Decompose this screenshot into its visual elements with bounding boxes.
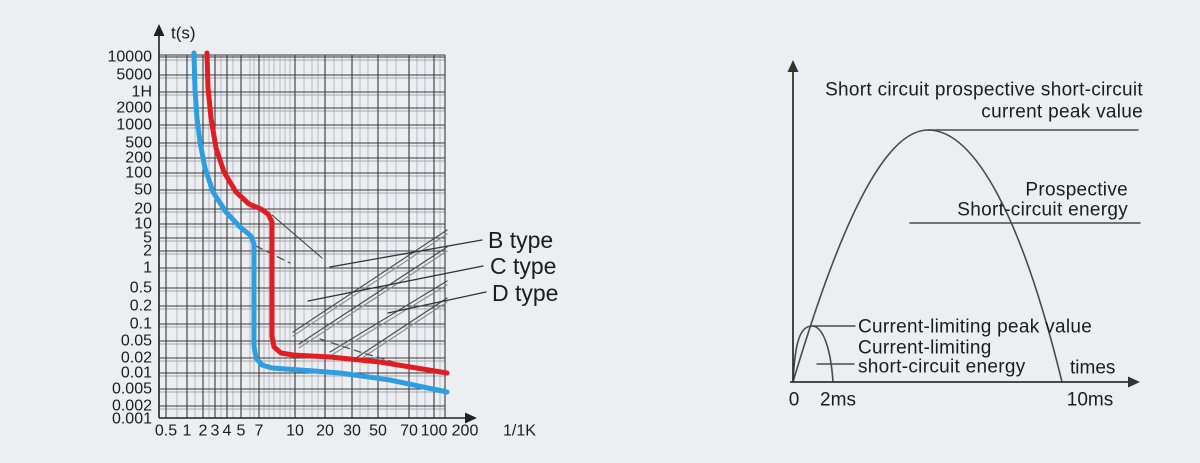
left-y-tick-label: 50: [134, 182, 152, 199]
left-y-tick-label: 20: [134, 201, 152, 218]
current-limiting-energy-label-line2: short-circuit energy: [858, 357, 1026, 378]
left-x-tick-label: 200: [452, 423, 479, 440]
left-x-tick-label: 0.5: [155, 423, 177, 440]
left-x-tick-label: 20: [316, 423, 334, 440]
curve-c-type-red: [204, 50, 450, 376]
dashed-curve-mark: [319, 338, 401, 365]
left-x-tick-label: 50: [369, 423, 387, 440]
left-y-tick-label: 0.005: [112, 381, 152, 398]
left-y-tick-label: 1: [143, 260, 152, 277]
left-x-tick-label: 70: [400, 423, 418, 440]
right-x-tick-10ms: 10ms: [1067, 390, 1113, 411]
right-x-axis-word: times: [1070, 358, 1115, 379]
left-y-tick-label: 500: [125, 135, 152, 152]
left-x-tick-label: 2: [199, 423, 208, 440]
left-x-axis-unit-label: 1/1K: [503, 423, 536, 440]
curve-label-d: D type: [492, 280, 558, 306]
left-y-tick-label: 0.001: [112, 411, 152, 428]
curve-label-c: C type: [490, 253, 556, 279]
left-x-tick-label: 7: [255, 423, 264, 440]
rising-band-line-double: [329, 284, 448, 357]
left-y-tick-label: 0.002: [112, 398, 152, 415]
left-y-axis-title: t(s): [171, 24, 196, 43]
peak-caption-line1: Short circuit prospective short-circuit: [825, 80, 1143, 101]
left-y-tick-label: 0.2: [130, 298, 152, 315]
right-x-tick-0: 0: [789, 390, 800, 411]
right-y-axis-arrow-icon: [787, 60, 799, 72]
left-y-tick-label: 0.02: [121, 350, 152, 367]
left-y-tick-label: 200: [125, 150, 152, 167]
left-x-tick-label: 4: [223, 423, 232, 440]
left-x-axis-arrow-icon: [465, 412, 477, 424]
current-limiting-arc: [792, 325, 834, 383]
rising-band-line: [355, 297, 448, 359]
left-y-tick-label: 2: [143, 243, 152, 260]
left-x-tick-label: 5: [237, 423, 246, 440]
left-y-tick-label: 100: [125, 165, 152, 182]
left-x-tick-label: 30: [343, 423, 361, 440]
current-limiting-energy-label-line1: Current-limiting: [858, 338, 992, 359]
prospective-energy-label-line2: Short-circuit energy: [957, 200, 1128, 221]
rising-band-line-double: [355, 301, 448, 363]
left-x-tick-label: 100: [421, 423, 448, 440]
left-y-tick-label: 1000: [116, 117, 152, 134]
left-x-tick-label: 1: [183, 423, 192, 440]
left-x-tick-label: 10: [286, 423, 304, 440]
left-y-tick-label: 0.1: [130, 316, 152, 333]
left-y-tick-label: 5000: [116, 67, 152, 84]
rising-band-line: [298, 246, 448, 345]
left-y-axis-arrow-icon: [153, 24, 165, 36]
right-x-axis-arrow-icon: [1128, 376, 1140, 388]
left-y-tick-label: 5: [143, 230, 152, 247]
left-x-tick-label: 3: [211, 423, 220, 440]
leader-line-c: [307, 265, 484, 302]
left-y-tick-label: 2000: [116, 100, 152, 117]
left-y-tick-label: 1H: [132, 84, 152, 101]
left-y-tick-label: 10000: [108, 49, 153, 66]
peak-caption-line2: current peak value: [981, 102, 1143, 123]
left-y-tick-label: 0.5: [130, 280, 152, 297]
prospective-energy-label-line1: Prospective: [1025, 180, 1128, 201]
leader-line-b: [329, 239, 483, 268]
rising-band-line-double: [292, 233, 448, 337]
rising-band-line-double: [298, 250, 448, 349]
left-y-tick-label: 10: [134, 216, 152, 233]
left-y-tick-label: 0.01: [121, 365, 152, 382]
leader-line-d: [387, 291, 487, 314]
left-y-tick-label: 0.05: [121, 333, 152, 350]
current-limiting-peak-label: Current-limiting peak value: [858, 317, 1092, 338]
rising-band-line: [292, 229, 448, 333]
curve-label-b: B type: [488, 227, 553, 253]
thin-diagonal-line: [271, 214, 323, 259]
curve-b-type-blue: [191, 50, 450, 395]
right-x-tick-2ms: 2ms: [820, 390, 856, 411]
rising-band-line: [329, 280, 448, 353]
